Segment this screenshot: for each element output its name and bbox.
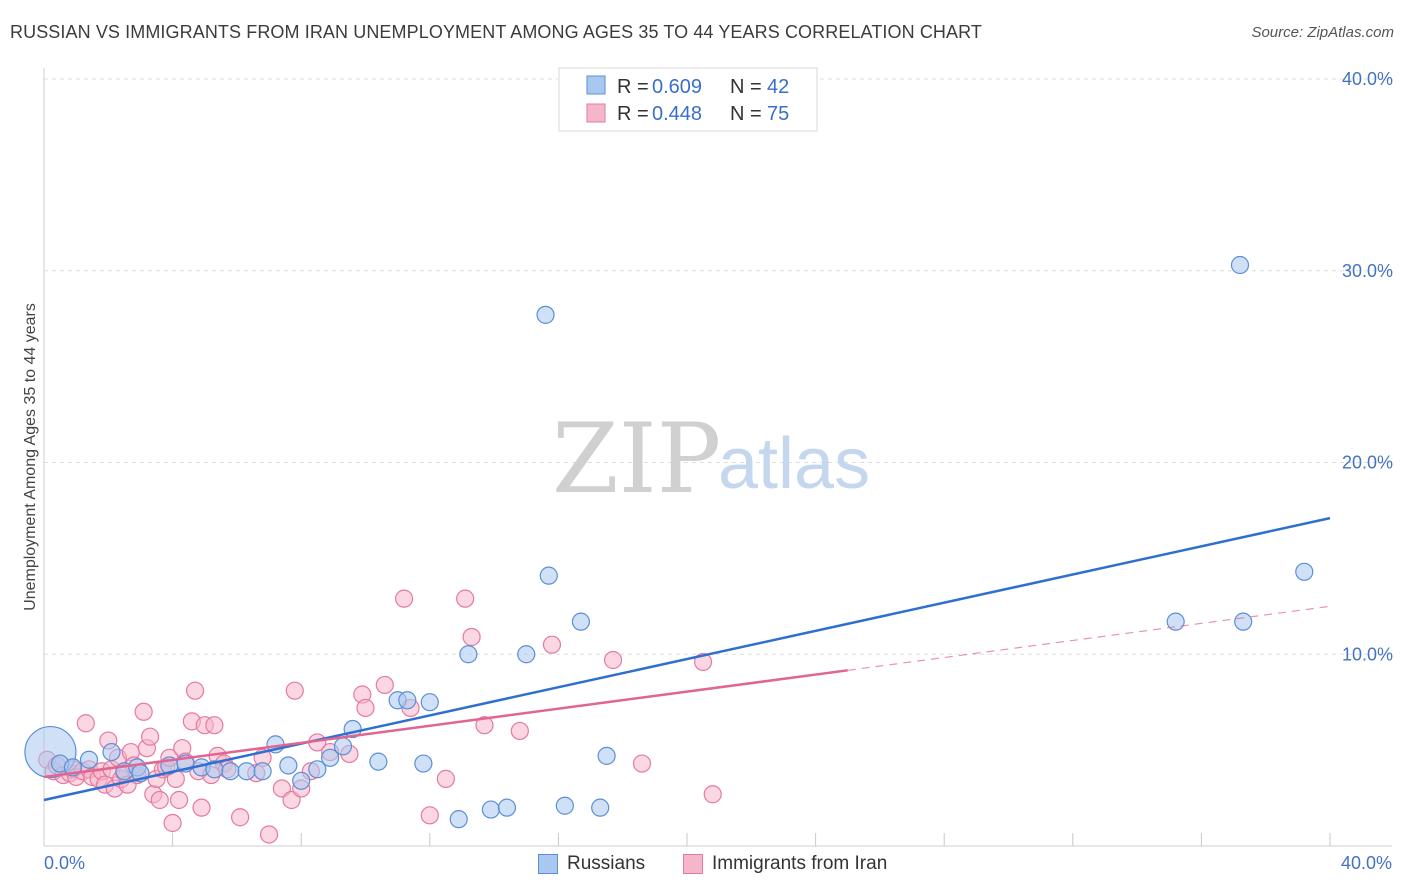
correlation-legend: R = 0.609 N = 42 R = 0.448 N = 75: [558, 67, 818, 132]
legend-n-value-iran: 75: [767, 103, 789, 125]
y-tick-label: 10.0%: [1342, 644, 1393, 664]
iran-point: [134, 702, 153, 721]
russians-point: [321, 748, 340, 767]
russians-point: [597, 746, 616, 765]
russians-point: [459, 645, 478, 664]
russians-point: [308, 760, 327, 779]
watermark: ZIP atlas: [552, 403, 870, 515]
iran-point: [542, 635, 562, 654]
russians-point: [414, 754, 433, 773]
russians-point: [237, 762, 256, 781]
russians-point: [571, 612, 591, 631]
chart-title: RUSSIAN VS IMMIGRANTS FROM IRAN UNEMPLOY…: [10, 22, 982, 42]
bottom-legend-swatch-russians: [538, 854, 558, 874]
bottom-legend-label-russians: Russians: [567, 853, 646, 874]
iran-point: [456, 589, 475, 608]
russians-point: [539, 566, 558, 585]
watermark-atlas: atlas: [718, 424, 870, 504]
x-tick-label-max: 40.0%: [1341, 853, 1392, 873]
iran-point: [150, 790, 169, 810]
russians-point: [1230, 255, 1250, 275]
russians-point: [79, 750, 99, 769]
iran-point: [231, 808, 250, 827]
x-axis-tick-labels: 0.0% 40.0%: [44, 853, 1392, 873]
russians-point: [591, 798, 610, 817]
russians-point: [420, 693, 439, 712]
bottom-legend-swatch-iran: [683, 854, 703, 874]
iran-point: [394, 589, 414, 608]
legend-r-label-iran: R =: [617, 103, 649, 125]
y-tick-label: 30.0%: [1342, 261, 1393, 281]
iran-point: [462, 627, 481, 647]
iran-point: [510, 721, 529, 741]
iran-point: [703, 785, 722, 804]
iran-point: [186, 681, 205, 700]
legend-r-value-iran: 0.448: [652, 103, 702, 125]
gridlines: [44, 78, 1392, 655]
russians-point: [221, 762, 240, 781]
legend-r-value-russians: 0.609: [652, 76, 702, 98]
russians-point: [517, 645, 536, 664]
bottom-legend-label-iran: Immigrants from Iran: [712, 853, 888, 874]
x-axis-ticks: [172, 833, 1331, 846]
iran-point: [205, 716, 224, 735]
russians-point: [555, 796, 574, 815]
iran-point: [632, 754, 652, 773]
russians-point: [369, 752, 388, 771]
russians-point: [1295, 562, 1314, 581]
x-tick-label-min: 0.0%: [44, 853, 85, 873]
russians-point: [333, 737, 353, 756]
legend-r-label-russians: R =: [617, 76, 649, 98]
y-tick-label: 20.0%: [1342, 453, 1393, 473]
russians-point: [449, 810, 468, 829]
russians-point: [1166, 612, 1185, 631]
russians-point: [253, 762, 272, 781]
iran-point: [169, 790, 189, 810]
source-credit: Source: ZipAtlas.com: [1251, 24, 1394, 41]
iran-point: [285, 681, 304, 700]
watermark-zip: ZIP: [552, 403, 721, 515]
iran-point: [603, 650, 623, 670]
bottom-legend-russians: Russians: [538, 852, 645, 876]
legend-swatch-russians: [586, 75, 606, 95]
russians-point: [279, 756, 298, 775]
y-axis-tick-labels: 10.0% 20.0% 30.0% 40.0%: [1342, 69, 1393, 664]
iran-point: [436, 769, 455, 788]
iran-point: [140, 727, 160, 746]
russians-point: [497, 798, 517, 817]
russians-point: [292, 771, 311, 790]
iran-point: [192, 798, 211, 817]
trend-line-iran-extension: [847, 605, 1331, 671]
trend-lines: [43, 516, 1331, 802]
russians-point: [536, 305, 555, 324]
russians-point: [1234, 612, 1253, 631]
iran-point: [475, 716, 494, 735]
iran-point: [163, 813, 182, 833]
legend-swatch-iran: [586, 103, 606, 123]
axes: [43, 68, 1392, 847]
y-tick-label: 40.0%: [1342, 69, 1393, 89]
iran-point: [375, 675, 394, 695]
trend-line-iran: [43, 669, 848, 779]
iran-point: [356, 698, 375, 718]
russians-point: [481, 800, 500, 819]
russians-point: [398, 691, 417, 710]
y-axis-label: Unemployment Among Ages 35 to 44 years: [22, 303, 39, 611]
legend-n-label-iran: N =: [730, 103, 762, 125]
trend-line-russians: [43, 516, 1331, 802]
legend-n-value-russians: 42: [767, 76, 789, 98]
russians-point: [102, 742, 121, 762]
iran-point: [76, 714, 95, 733]
bottom-legend-iran: Immigrants from Iran: [683, 852, 887, 876]
legend-n-label-russians: N =: [730, 76, 762, 98]
iran-point: [259, 825, 279, 844]
iran-point: [420, 806, 439, 825]
